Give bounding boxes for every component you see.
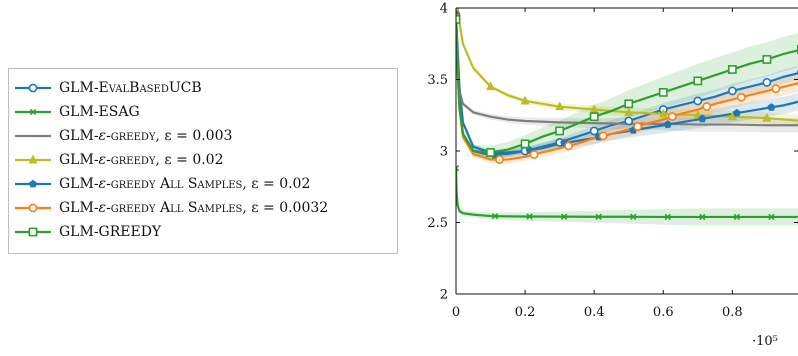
marker-series-6 [727, 65, 737, 74]
legend-marker [28, 227, 38, 237]
legend-label: GLM-GREEDY [59, 224, 162, 240]
legend-swatch [15, 179, 51, 188]
y-tick-label: 2.5 [427, 216, 448, 231]
marker-series-1 [491, 212, 499, 220]
legend-item: GLM-ε-greedy, ε = 0.02 [9, 149, 399, 171]
marker-series-5 [495, 155, 504, 164]
marker-series-3 [624, 107, 634, 116]
legend-swatch [15, 227, 51, 237]
series-line-3 [456, 8, 798, 122]
marker-series-0 [589, 126, 599, 136]
confidence-band-4 [456, 12, 798, 159]
x-tick-label: 0 [452, 305, 460, 320]
marker-series-1 [733, 213, 741, 221]
marker-series-1 [595, 213, 602, 220]
marker-series-6 [520, 139, 530, 149]
x-tick-label: 0.6 [653, 305, 674, 320]
marker-series-1 [630, 213, 637, 220]
legend-label: GLM-ε-greedy, ε = 0.02 [59, 152, 224, 168]
marker-series-4 [767, 103, 776, 111]
marker-series-4 [732, 108, 741, 117]
series-line-1 [456, 168, 798, 219]
marker-series-5 [702, 102, 712, 111]
marker-series-0 [727, 86, 737, 96]
series-markers [456, 9, 798, 221]
marker-series-6 [693, 76, 703, 86]
marker-series-6 [486, 148, 495, 157]
marker-series-5 [564, 141, 574, 151]
legend-marker [28, 203, 38, 213]
legend-item: GLM-EvalBasedUCB [9, 77, 399, 99]
legend-swatch [15, 154, 51, 164]
marker-series-6 [456, 15, 461, 24]
y-tick-label: 2 [440, 288, 448, 303]
legend-label: GLM-EvalBasedUCB [59, 80, 202, 96]
marker-series-1 [560, 213, 568, 220]
marker-series-5 [598, 131, 608, 141]
legend-label: GLM-ε-greedy, ε = 0.003 [59, 128, 233, 144]
legend-item: GLM-GREEDY [9, 221, 399, 243]
marker-series-1 [699, 213, 706, 221]
marker-series-1 [456, 164, 460, 172]
marker-series-0 [693, 96, 703, 106]
marker-series-6 [555, 126, 565, 136]
marker-series-0 [624, 116, 634, 126]
marker-series-1 [526, 213, 533, 220]
marker-series-5 [771, 84, 781, 94]
legend-label: GLM-ε-greedy All Samples, ε = 0.0032 [59, 200, 329, 216]
marker-series-6 [762, 55, 772, 64]
x-tick-label: 0.2 [515, 305, 536, 320]
legend-marker [28, 154, 38, 164]
marker-series-5 [736, 92, 746, 102]
marker-series-1 [664, 213, 671, 221]
y-tick-label: 4 [440, 2, 448, 17]
marker-series-0 [762, 77, 772, 87]
axes [455, 7, 798, 295]
marker-series-1 [768, 213, 775, 221]
legend-swatch [15, 134, 51, 138]
marker-series-5 [667, 112, 677, 121]
legend-item: GLM-ε-greedy All Samples, ε = 0.0032 [9, 197, 399, 219]
legend-item: GLM-ε-greedy All Samples, ε = 0.02 [9, 173, 399, 195]
marker-series-4 [698, 114, 707, 123]
marker-series-5 [633, 122, 643, 131]
legend-item: GLM-ε-greedy, ε = 0.003 [9, 125, 399, 147]
marker-series-6 [589, 112, 599, 122]
confidence-band-5 [456, 15, 798, 164]
series-line-2 [456, 15, 798, 127]
legend-label: GLM-ESAG [59, 104, 140, 120]
legend-swatch [15, 108, 51, 116]
marker-series-6 [658, 87, 668, 97]
x-tick-label: 0.4 [584, 305, 605, 320]
legend-swatch [15, 203, 51, 213]
y-tick-label: 3 [440, 145, 448, 160]
x-tick-label: 0.8 [722, 305, 743, 320]
marker-series-3 [727, 111, 737, 121]
marker-series-3 [555, 101, 565, 111]
marker-series-3 [520, 95, 530, 105]
legend-swatch [15, 83, 51, 93]
marker-series-3 [693, 109, 703, 119]
chart-legend: GLM-EvalBasedUCB GLM-ESAG GLM-ε-greedy, ε … [8, 68, 398, 254]
marker-series-6 [624, 99, 634, 109]
marker-series-5 [529, 150, 539, 159]
marker-series-3 [658, 108, 668, 118]
x-axis-multiplier: ·10⁵ [752, 334, 778, 349]
legend-marker [29, 108, 37, 116]
marker-series-3 [486, 81, 495, 91]
confidence-band-1 [456, 165, 798, 226]
legend-marker [28, 179, 38, 188]
confidence-band-3 [456, 8, 798, 127]
marker-series-4 [663, 120, 672, 128]
legend-label: GLM-ε-greedy All Samples, ε = 0.02 [59, 176, 311, 192]
legend-item: GLM-ESAG [9, 101, 399, 123]
y-tick-label: 3.5 [427, 73, 448, 88]
confidence-band-6 [456, 14, 798, 160]
marker-series-3 [762, 112, 772, 122]
legend-marker [28, 83, 38, 93]
